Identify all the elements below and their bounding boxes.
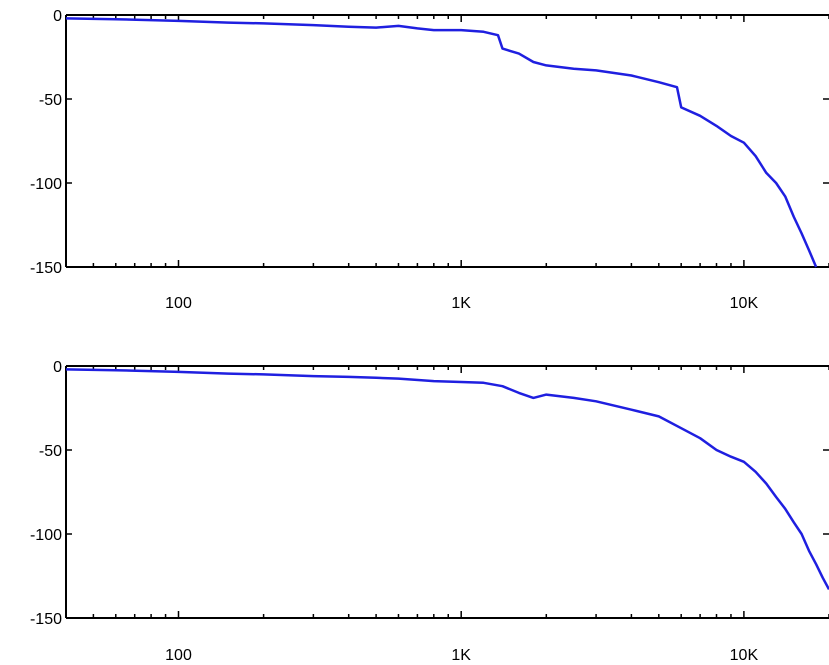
y-tick-label: -50 xyxy=(39,443,62,460)
y-tick-label: -150 xyxy=(30,611,62,628)
series-line xyxy=(65,368,829,590)
panel-top: 100 1K 10K 0 -50 -100 -150 xyxy=(30,8,829,312)
x-tick-label: 100 xyxy=(165,647,192,664)
x-tick-label: 1K xyxy=(451,647,471,664)
y-tick-label: -100 xyxy=(30,527,62,544)
y-tick-label: 0 xyxy=(53,8,62,25)
y-tick-label: 0 xyxy=(53,359,62,376)
x-tick-label: 10K xyxy=(730,647,759,664)
x-tick-label: 1K xyxy=(451,295,471,312)
x-tick-label: 10K xyxy=(730,295,759,312)
panel-bottom: 100 1K 10K 0 -50 -100 -150 xyxy=(30,359,829,664)
x-tick-label: 100 xyxy=(165,295,192,312)
series-line xyxy=(65,17,818,268)
y-tick-label: -100 xyxy=(30,176,62,193)
y-tick-label: -50 xyxy=(39,92,62,109)
y-tick-label: -150 xyxy=(30,260,62,277)
